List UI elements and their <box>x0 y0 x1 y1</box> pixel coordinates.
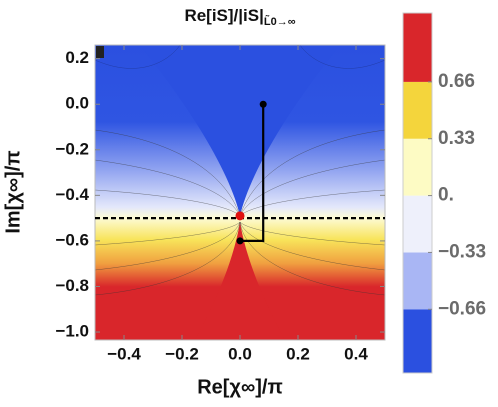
colorbar-band <box>403 13 432 82</box>
x-tick-label: 0.0 <box>228 344 252 363</box>
y-tick-label: 0.0 <box>65 94 89 113</box>
colorbar-band <box>403 252 432 310</box>
y-axis-label: Im[χ∞]/π <box>2 150 24 233</box>
colorbar-band <box>403 309 432 373</box>
x-tick-label: −0.4 <box>107 344 141 363</box>
x-axis-label: Re[χ∞]/π <box>197 376 283 398</box>
red-point <box>235 211 245 221</box>
colorbar-band <box>403 195 432 253</box>
x-tick-label: 0.4 <box>344 344 368 363</box>
x-tick-label: −0.2 <box>165 344 199 363</box>
path-line <box>240 104 265 243</box>
y-tick-label: −0.6 <box>55 230 89 249</box>
colorbar-band <box>403 81 432 139</box>
y-tick-label: −1.0 <box>55 322 89 341</box>
contour-field <box>95 45 385 340</box>
y-tick-label: −0.8 <box>55 276 89 295</box>
colorbar-band <box>403 138 432 196</box>
colorbar-tick-label: 0.66 <box>438 71 475 92</box>
title-main: Re[iS]/|iS| <box>184 6 263 25</box>
colorbar-tick-label: −0.66 <box>438 298 486 319</box>
colorbar-tick-label: −0.33 <box>438 241 486 262</box>
y-tick-label: 0.2 <box>65 48 89 67</box>
chart-title: Re[iS]/|iS|L̃0→∞ <box>184 6 295 27</box>
y-tick-label: −0.4 <box>55 185 89 204</box>
y-tick-label: −0.2 <box>55 139 89 158</box>
path-endpoint <box>259 100 267 108</box>
colorbar-tick-label: 0.33 <box>438 128 475 149</box>
title-subscript: L̃0→∞ <box>264 15 296 28</box>
colorbar-tick-label: 0. <box>438 185 454 206</box>
path-endpoint <box>236 237 244 245</box>
colorbar-frame <box>402 12 433 374</box>
x-tick-label: 0.2 <box>286 344 310 363</box>
